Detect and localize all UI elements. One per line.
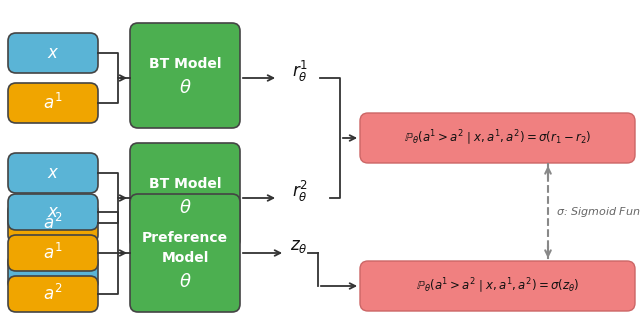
Text: $x$: $x$ [47,203,60,221]
Text: $a^2$: $a^2$ [44,284,63,304]
Text: $\mathbb{P}_\theta(a^1 > a^2 \mid x, a^1, a^2) = \sigma(r_1 - r_2)$: $\mathbb{P}_\theta(a^1 > a^2 \mid x, a^1… [404,128,591,148]
FancyBboxPatch shape [130,23,240,128]
FancyBboxPatch shape [360,113,635,163]
Text: $\theta$: $\theta$ [179,273,191,291]
Text: BT Model: BT Model [148,57,221,71]
FancyBboxPatch shape [8,33,98,73]
FancyBboxPatch shape [8,153,98,193]
FancyBboxPatch shape [8,276,98,312]
Text: $\theta$: $\theta$ [179,79,191,97]
Text: $r_\theta^1$: $r_\theta^1$ [292,58,308,83]
Text: $\mathbb{P}_\theta(a^1 > a^2 \mid x, a^1, a^2) = \sigma(z_\theta)$: $\mathbb{P}_\theta(a^1 > a^2 \mid x, a^1… [416,276,579,296]
Text: Preference: Preference [142,231,228,245]
Text: Model: Model [161,251,209,265]
Text: $a^1$: $a^1$ [44,243,63,263]
Text: $a^1$: $a^1$ [44,93,63,113]
FancyBboxPatch shape [8,83,98,123]
Text: $r_\theta^2$: $r_\theta^2$ [292,178,308,203]
Text: $x$: $x$ [47,44,60,62]
FancyBboxPatch shape [130,194,240,312]
FancyBboxPatch shape [8,203,98,243]
Text: $z_\theta$: $z_\theta$ [290,237,308,255]
Text: $a^2$: $a^2$ [44,213,63,233]
Text: BT Model: BT Model [148,177,221,191]
Text: $\theta$: $\theta$ [179,199,191,217]
FancyBboxPatch shape [130,143,240,248]
FancyBboxPatch shape [8,254,98,290]
FancyBboxPatch shape [360,261,635,311]
FancyBboxPatch shape [8,194,98,230]
Text: $x$: $x$ [47,164,60,182]
FancyBboxPatch shape [8,235,98,271]
Text: $\sigma$: Sigmoid Function: $\sigma$: Sigmoid Function [556,205,640,219]
